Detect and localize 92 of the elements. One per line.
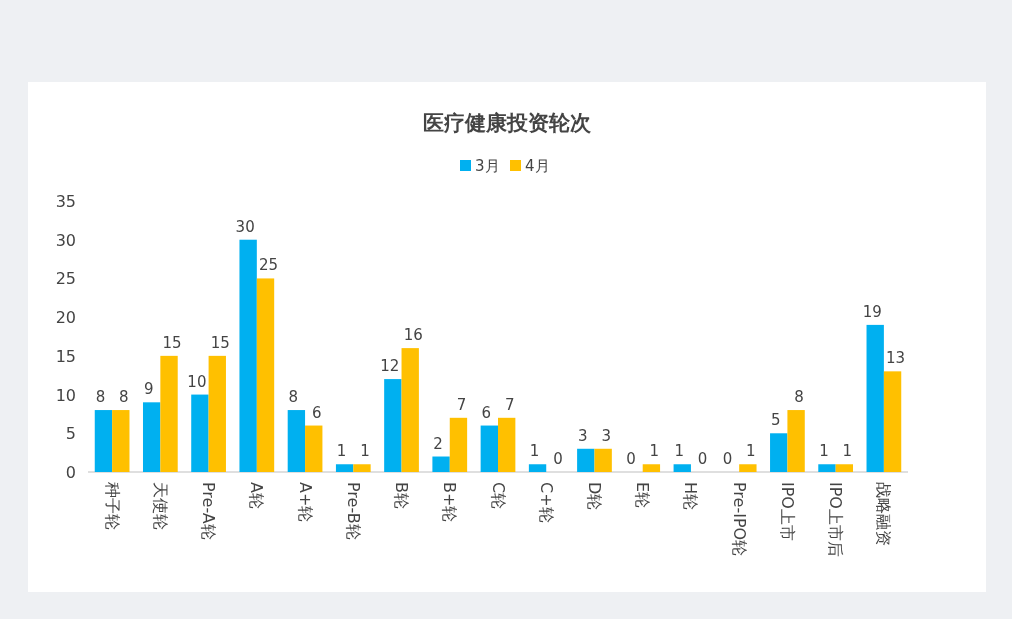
x-tick-label: D轮 [584,482,604,511]
data-label: 1 [360,442,370,461]
bar [305,425,323,472]
bar [287,410,306,472]
bar [787,410,805,472]
data-label: 12 [380,357,400,376]
x-tick-label: 战略融资 [874,482,894,546]
bar [642,464,661,472]
bar [335,464,354,472]
data-label: 16 [403,326,423,345]
bar [401,348,419,472]
bar [883,371,902,472]
bar [353,464,371,472]
bar [239,239,257,472]
data-label: 10 [187,372,207,391]
data-label: 19 [862,302,882,321]
data-label: 8 [288,388,299,407]
bar [770,433,788,472]
bar [191,394,209,472]
data-label: 15 [210,333,230,352]
x-tick-label: C+轮 [536,482,556,523]
x-tick-label: E轮 [633,482,653,509]
data-label: 15 [162,333,182,352]
data-label: 8 [119,388,129,407]
x-tick-label: 天使轮 [150,482,170,530]
x-tick-label: C轮 [488,482,508,510]
x-tick-label: A+轮 [295,482,315,523]
bar [432,456,450,472]
data-label: 7 [456,395,467,414]
data-label: 1 [746,442,756,461]
x-tick-label: IPO上市后 [826,482,846,557]
bar [142,402,161,472]
data-label: 6 [481,403,492,422]
y-tick-label: 10 [55,385,76,405]
data-label: 30 [235,217,255,236]
data-label: 1 [529,442,540,461]
data-label: 1 [819,442,829,461]
data-label: 9 [143,380,154,399]
data-label: 7 [504,395,515,414]
data-label: 1 [674,442,685,461]
bar [673,464,691,472]
y-tick-label: 5 [65,424,76,444]
data-label: 0 [553,450,563,468]
x-tick-label: IPO上市 [777,482,797,541]
data-label: 3 [578,426,588,445]
data-label: 5 [770,411,781,430]
bar [480,425,498,472]
bar [256,278,275,472]
data-label: 0 [722,450,733,468]
bar [449,417,468,472]
data-label: 3 [601,426,611,445]
data-label: 0 [626,450,636,468]
data-label: 0 [697,450,708,468]
bar [528,464,547,472]
bar [498,417,516,472]
bar [577,448,595,472]
data-label: 1 [649,442,660,461]
bar [384,379,402,472]
bar [594,448,612,472]
data-label: 8 [794,388,804,407]
bar [866,324,884,472]
data-label: 13 [886,349,906,368]
data-label: 1 [842,442,853,461]
data-label: 25 [258,256,279,275]
x-tick-label: B轮 [392,482,412,509]
x-tick-label: 种子轮 [102,482,122,530]
bar [208,355,226,472]
x-tick-label: Pre-B轮 [343,482,363,540]
bar [835,464,854,472]
x-tick-label: H轮 [681,482,701,511]
legend-label: 4月 [525,157,550,175]
x-tick-label: A轮 [247,482,267,509]
y-tick-label: 15 [55,346,76,366]
data-label: 8 [95,388,106,407]
x-tick-label: B+轮 [440,482,460,523]
y-tick-label: 25 [55,269,76,289]
data-label: 2 [433,434,443,453]
data-label: 6 [311,403,322,422]
data-label: 1 [336,442,347,461]
bar [112,410,130,472]
x-tick-label: Pre-A轮 [199,482,219,540]
bar [94,410,113,472]
chart-title: 医疗健康投资轮次 [423,111,592,135]
y-tick-label: 35 [55,192,76,211]
y-tick-label: 20 [55,308,76,328]
legend-label: 3月 [475,157,500,175]
y-tick-label: 0 [65,463,76,482]
bar [739,464,757,472]
y-tick-label: 30 [55,230,76,250]
x-tick-label: Pre-IPO轮 [729,482,749,557]
bar [160,355,178,472]
bar [818,464,836,472]
